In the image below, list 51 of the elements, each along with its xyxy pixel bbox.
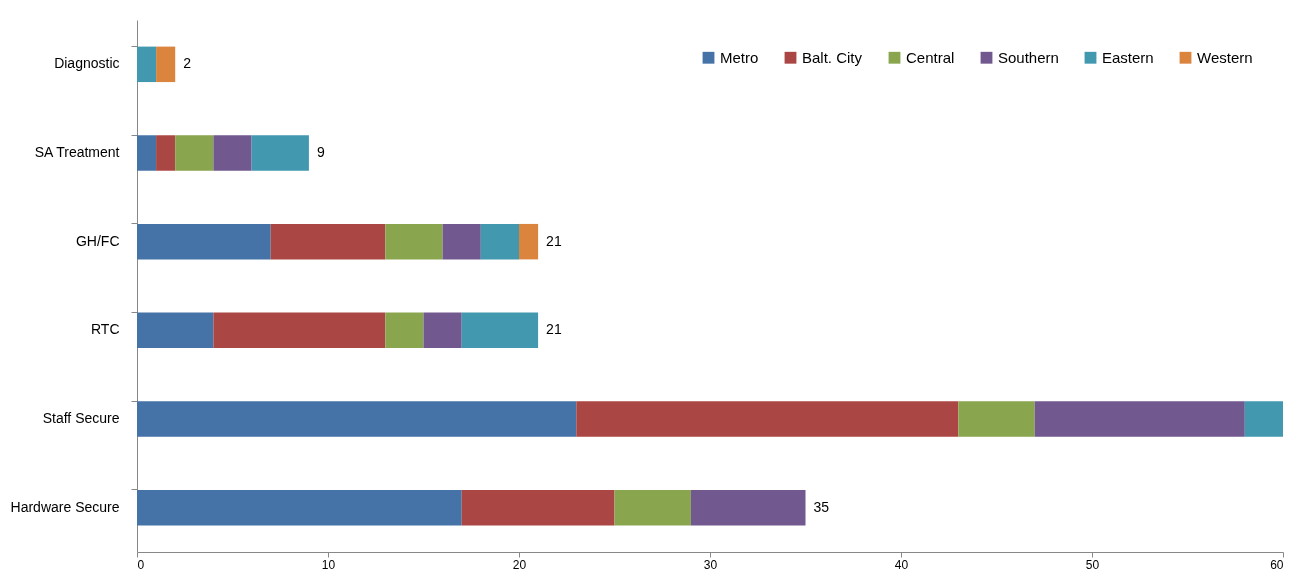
y-tick-label: RTC	[90, 321, 120, 338]
bar	[1244, 401, 1283, 437]
legend-label: Balt. City	[802, 48, 863, 66]
bar	[576, 401, 959, 437]
x-tick-label: 10	[321, 557, 336, 572]
bar	[156, 135, 176, 171]
bar	[251, 135, 309, 171]
y-tick-label: Diagnostic	[54, 55, 120, 72]
bar	[137, 312, 214, 349]
bar	[137, 46, 157, 83]
x-tick-label: 30	[703, 557, 718, 572]
bar	[137, 401, 577, 437]
bar	[442, 223, 481, 260]
x-tick-label: 20	[512, 557, 527, 572]
legend-label: Metro	[720, 48, 759, 66]
bar	[213, 312, 386, 349]
y-tick-label: Staff Secure	[42, 410, 120, 426]
x-tick-label: 50	[1085, 557, 1100, 572]
bar	[614, 489, 691, 526]
total-label: 35	[813, 498, 830, 515]
bar	[385, 223, 443, 260]
y-tick-label: Hardware Secure	[10, 498, 120, 515]
bar	[137, 135, 157, 171]
bar	[137, 489, 462, 526]
total-label: 2	[183, 55, 192, 72]
legend-label: Eastern	[1102, 48, 1154, 66]
bar	[213, 135, 252, 171]
bar	[480, 223, 519, 260]
y-tick-label: GH/FC	[75, 232, 120, 249]
x-tick-label: 60	[1270, 557, 1284, 572]
bar	[519, 223, 539, 260]
bar	[385, 312, 424, 349]
total-label: 21	[546, 232, 562, 249]
legend-label: Western	[1197, 48, 1253, 66]
x-tick-label: 40	[894, 557, 909, 572]
bar	[690, 489, 806, 526]
bar	[156, 46, 176, 83]
bar	[461, 489, 615, 526]
bar	[175, 135, 214, 171]
legend-label: Central	[906, 48, 955, 66]
bar	[423, 312, 462, 349]
y-tick-label: SA Treatment	[34, 144, 120, 160]
x-tick-label: 0	[137, 557, 145, 572]
legend-label: Southern	[998, 48, 1059, 66]
total-label: 9	[316, 144, 325, 160]
bar	[137, 223, 271, 260]
bar	[270, 223, 386, 260]
total-label: 21	[546, 321, 562, 338]
bar	[1034, 401, 1245, 437]
bar	[958, 401, 1035, 437]
bar	[461, 312, 539, 349]
